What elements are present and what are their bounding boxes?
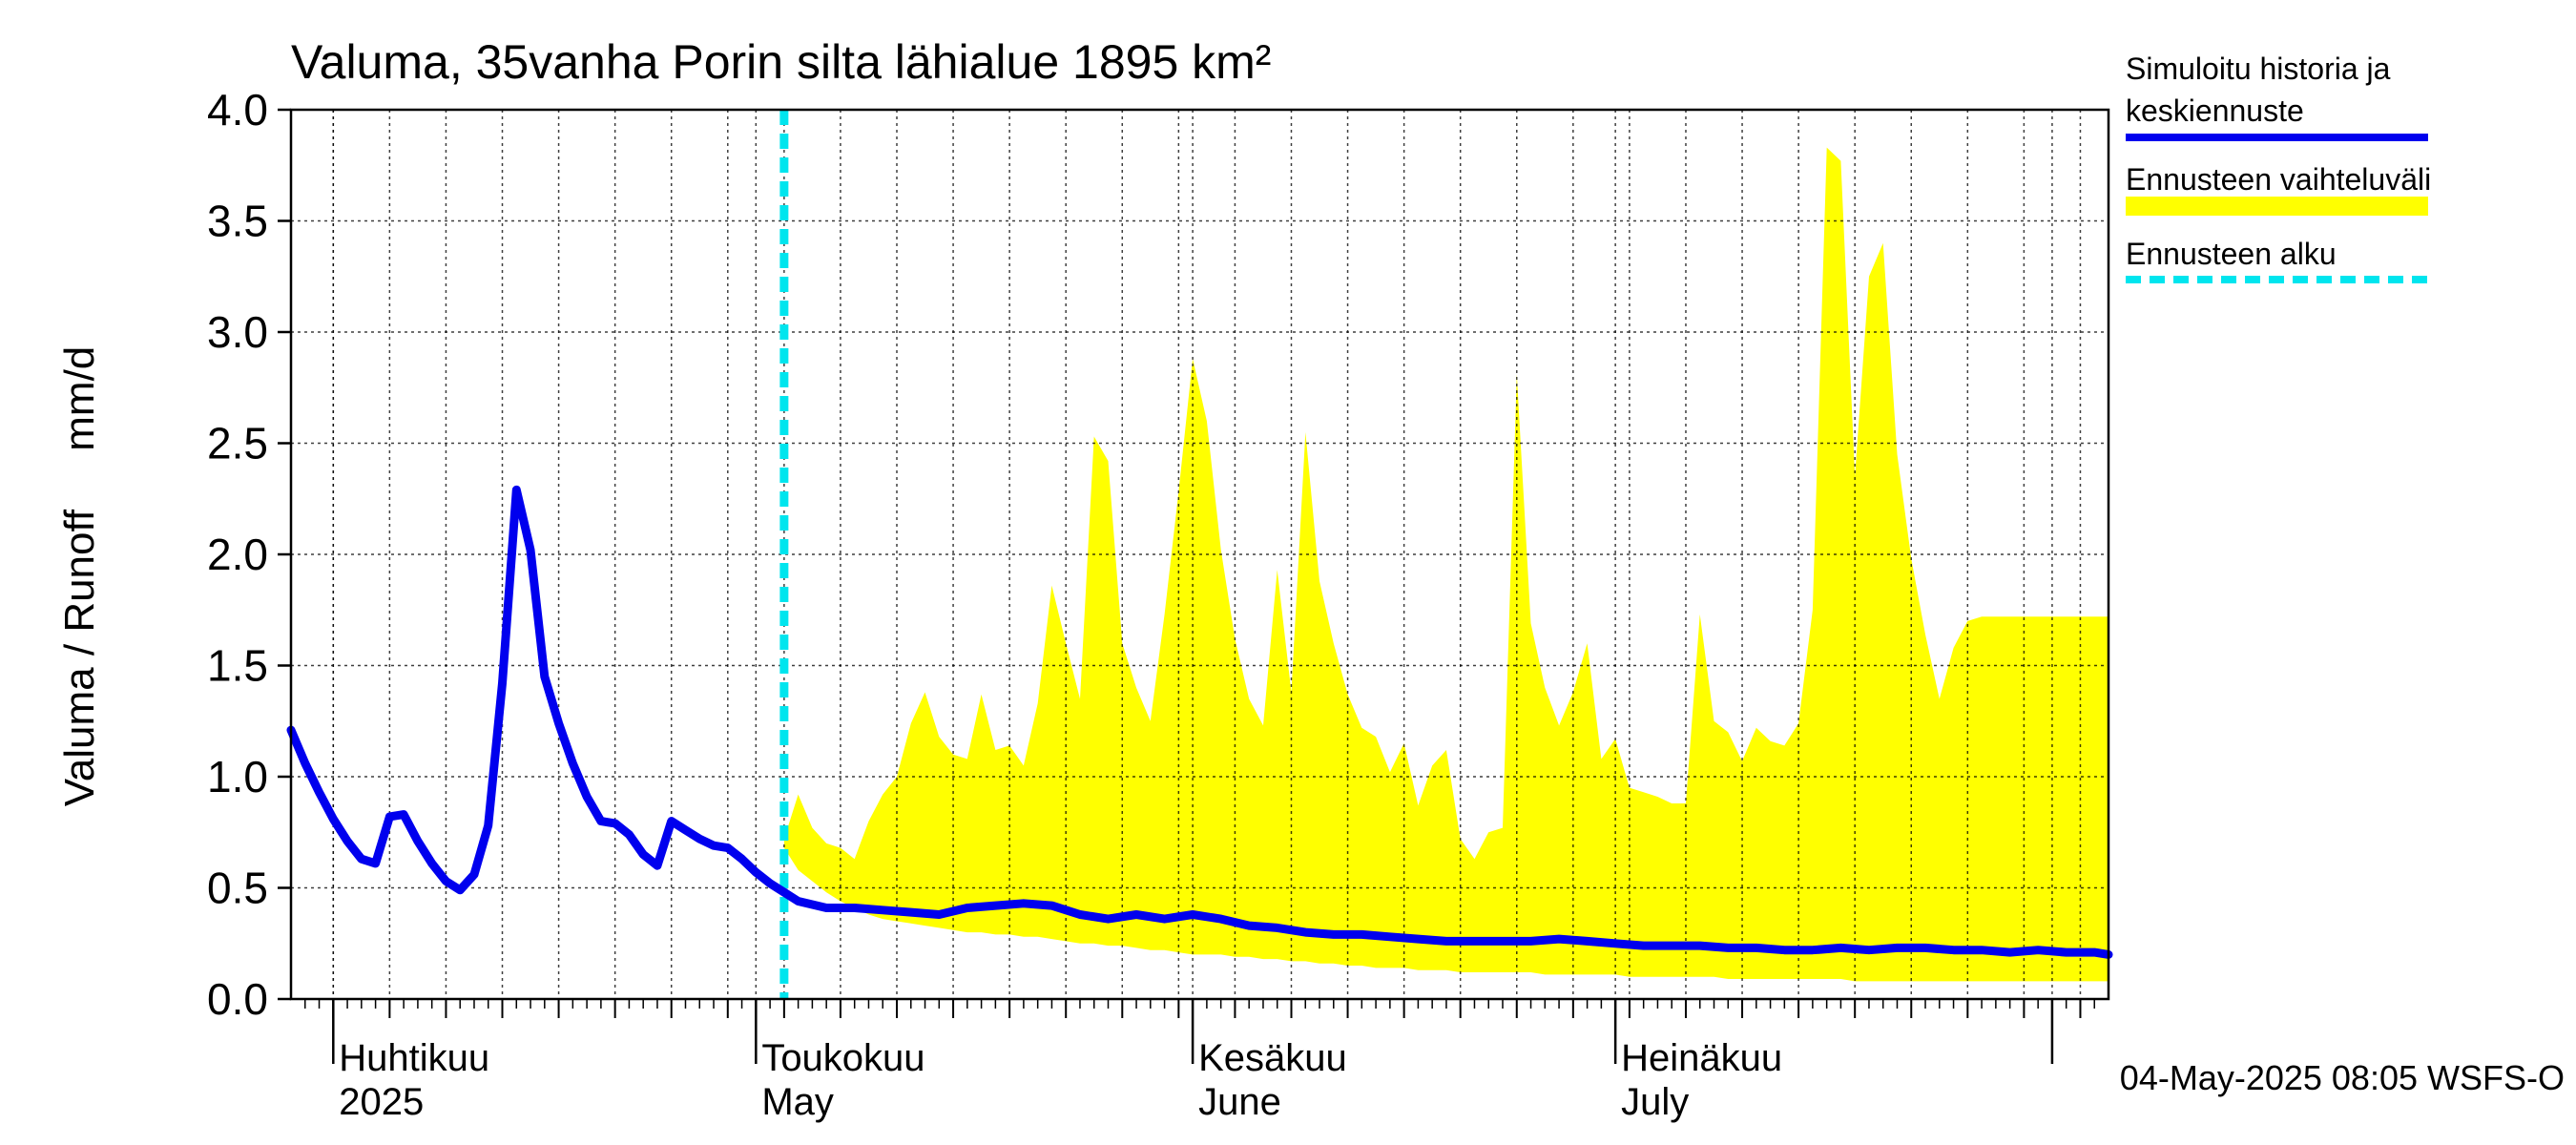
x-axis-ticks [304,999,2095,1064]
legend-label: keskiennuste [2126,94,2304,128]
legend-swatch-band [2126,197,2428,216]
legend: Simuloitu historia ja keskiennuste Ennuste… [2126,52,2431,283]
month-label: Kesäkuu [1198,1037,1347,1079]
forecast-range-band [783,147,2109,982]
y-tick-label: 0.0 [207,974,268,1024]
y-tick-label: 3.0 [207,307,268,357]
legend-label: Simuloitu historia ja [2126,52,2391,86]
y-tick-label: 1.5 [207,641,268,691]
forecast-range-area [783,147,2109,982]
y-axis-ticks: 0.0 0.5 1.0 1.5 2.0 2.5 3.0 3.5 4.0 [207,85,291,1024]
y-axis-label: Valuma / Runoff mm/d [56,346,103,807]
chart-title: Valuma, 35vanha Porin silta lähialue 189… [291,35,1271,89]
legend-label: Ennusteen alku [2126,237,2337,271]
month-label-secondary: May [761,1081,834,1123]
y-tick-label: 4.0 [207,85,268,135]
month-label-secondary: June [1198,1081,1281,1123]
y-tick-label: 1.0 [207,752,268,802]
month-label: Huhtikuu [339,1037,489,1079]
simulated-mean-series [286,485,2113,959]
month-label: Heinäkuu [1621,1037,1782,1079]
month-label-secondary: July [1621,1081,1689,1123]
month-label-secondary: 2025 [339,1081,424,1123]
simulated-mean-line [286,485,2113,959]
timestamp-label: 04-May-2025 08:05 WSFS-O [2120,1058,2565,1097]
y-tick-label: 2.0 [207,530,268,579]
y-tick-label: 3.5 [207,197,268,246]
y-tick-label: 0.5 [207,864,268,913]
legend-label: Ennusteen vaihteluväli [2126,162,2431,197]
month-label: Toukokuu [761,1037,924,1079]
y-tick-label: 2.5 [207,419,268,468]
